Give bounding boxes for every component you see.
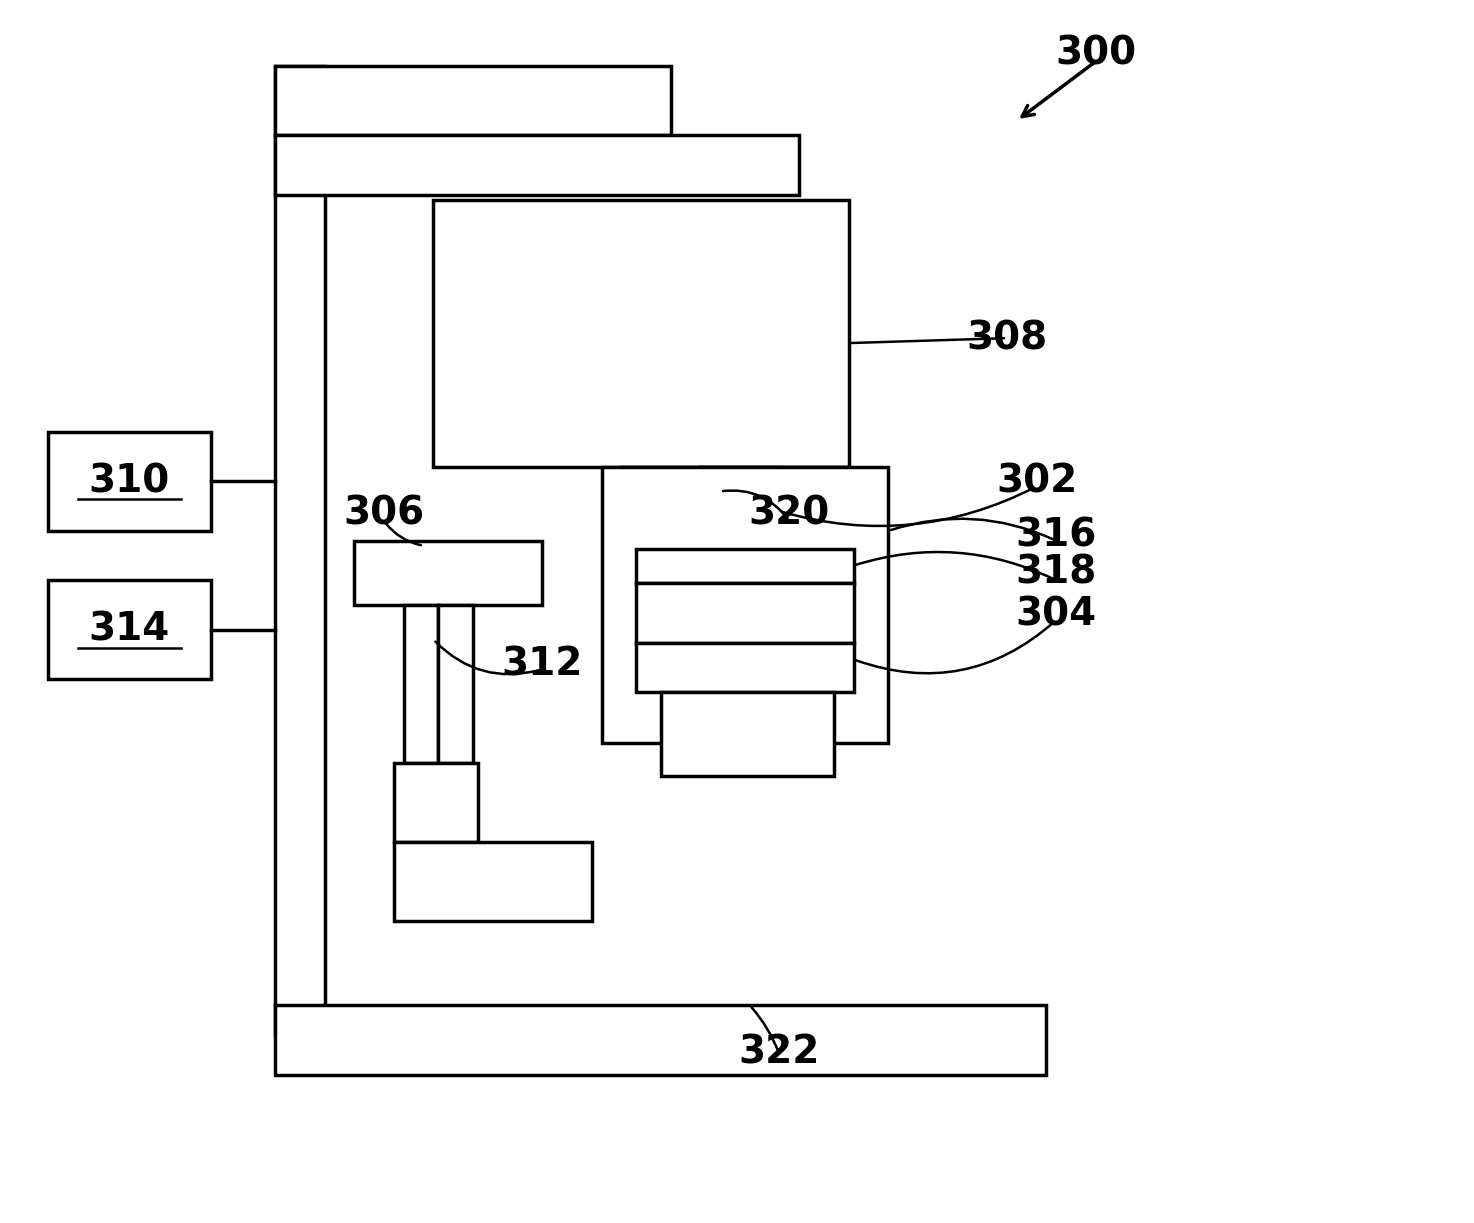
Text: 318: 318 (1016, 554, 1097, 592)
Text: 302: 302 (996, 462, 1077, 500)
Bar (438, 605, 473, 763)
Bar (678, 521, 709, 549)
Bar (637, 642, 853, 692)
Text: 308: 308 (967, 319, 1048, 357)
Bar (276, 136, 799, 194)
Text: 312: 312 (501, 646, 582, 684)
Text: 322: 322 (738, 1033, 820, 1071)
Bar (802, 521, 834, 549)
Bar (637, 549, 853, 583)
Bar (700, 467, 780, 625)
Text: 316: 316 (1016, 517, 1097, 555)
Bar (49, 432, 211, 531)
Text: 304: 304 (1016, 596, 1097, 634)
Bar (394, 843, 591, 921)
Bar (276, 66, 324, 1035)
Bar (761, 521, 793, 549)
Bar (622, 467, 849, 521)
Text: 310: 310 (88, 462, 170, 500)
Bar (637, 521, 668, 549)
Bar (354, 541, 542, 605)
Text: 314: 314 (88, 610, 170, 648)
Bar (276, 1005, 1047, 1075)
Bar (404, 605, 438, 763)
Bar (719, 521, 750, 549)
Text: 306: 306 (343, 494, 425, 532)
Bar (49, 581, 211, 679)
Text: 300: 300 (1055, 34, 1136, 72)
Bar (433, 199, 849, 467)
Bar (394, 763, 478, 843)
Bar (601, 467, 889, 744)
Bar (660, 692, 834, 777)
Bar (276, 66, 671, 136)
Text: 320: 320 (749, 494, 830, 532)
Bar (637, 583, 853, 642)
